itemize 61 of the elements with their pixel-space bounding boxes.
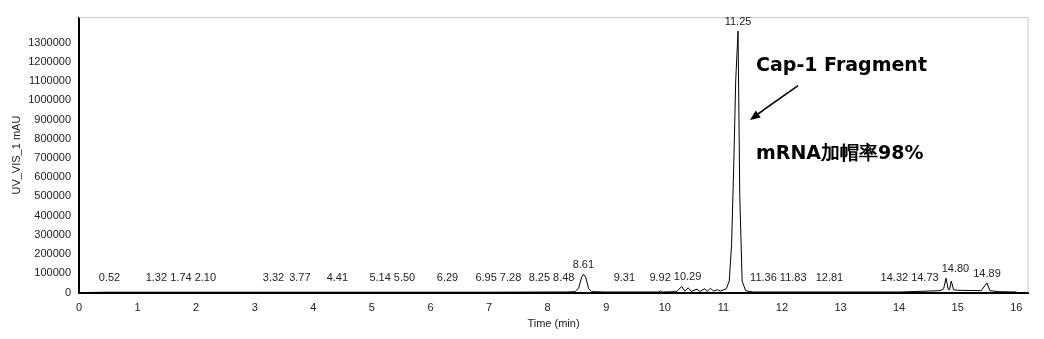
x-tick-label: 14 [893, 301, 906, 314]
annotation: 8.25 [528, 271, 551, 284]
x-tick-label: 12 [775, 301, 789, 314]
annotation: 5.50 [393, 271, 416, 284]
x-tick-label: 8 [544, 301, 551, 314]
x-tick-label: 1 [134, 301, 141, 314]
annotation: 8.48 [553, 271, 575, 284]
annotation: 11.36 [750, 271, 777, 284]
y-tick-label: 700000 [34, 151, 72, 164]
y-tick-label: 1100000 [29, 74, 72, 87]
y-tick-label: 1300000 [28, 35, 72, 48]
annotation: 14.89 [973, 266, 1001, 279]
annotation: 9.92 [649, 271, 671, 284]
x-tick-label: 16 [1010, 301, 1023, 314]
x-tick-label: 0 [75, 301, 83, 314]
y-tick-label: 1000000 [28, 93, 72, 106]
annotation: 1.74 [170, 271, 192, 284]
y-tick-label: 0 [64, 285, 72, 298]
annotation: 11.25 [724, 14, 752, 27]
annotation: 5.14 [369, 271, 391, 284]
annotation: 8.61 [572, 257, 595, 270]
x-tick-label: 7 [486, 301, 493, 314]
x-tick-label: 3 [251, 301, 258, 314]
annotation: 6.29 [436, 271, 459, 284]
y-tick-label: 800000 [34, 131, 72, 144]
annotation: 10.29 [673, 269, 702, 282]
annotation: 4.41 [326, 271, 349, 284]
x-tick-label: 13 [834, 301, 847, 314]
annotation: mRNA加帽率98% [756, 140, 924, 163]
x-tick-label: 10 [658, 301, 671, 314]
x-tick-label: 6 [427, 301, 434, 314]
annotation: 3.32 [262, 271, 285, 284]
y-tick-label: 400000 [34, 208, 72, 221]
annotation: 14.32 [880, 271, 909, 284]
x-tick-label: 15 [951, 301, 964, 314]
x-axis-title: Time (min) [527, 317, 580, 330]
x-tick-label: 4 [310, 301, 317, 314]
y-tick-label: 1200000 [28, 54, 72, 67]
annotation: 2.10 [194, 271, 217, 284]
annotation: Cap-1 Fragment [756, 52, 927, 75]
annotation: 14.80 [941, 261, 970, 274]
y-tick-label: 900000 [34, 112, 72, 125]
y-axis-title: UV_VIS_1 mAU [9, 115, 22, 195]
x-tick-label: 5 [368, 301, 375, 314]
y-tick-label: 200000 [34, 247, 72, 260]
x-tick-label: 9 [603, 301, 610, 314]
annotation: 3.77 [289, 271, 311, 284]
annotation: 1.32 [145, 271, 168, 284]
y-tick-label: 100000 [34, 266, 72, 279]
annotation: 12.81 [815, 271, 844, 284]
annotation: 7.28 [499, 271, 522, 284]
annotation: 6.95 [475, 271, 497, 284]
annotation: 11.83 [779, 271, 807, 284]
annotation: 9.31 [613, 271, 636, 284]
y-tick-label: 600000 [34, 170, 72, 183]
y-tick-label: 500000 [34, 189, 72, 202]
x-tick-label: 2 [193, 301, 200, 314]
annotation: 14.73 [911, 271, 939, 284]
x-tick-label: 11 [717, 301, 730, 314]
annotation: 0.52 [98, 271, 121, 284]
y-tick-label: 300000 [34, 227, 72, 240]
